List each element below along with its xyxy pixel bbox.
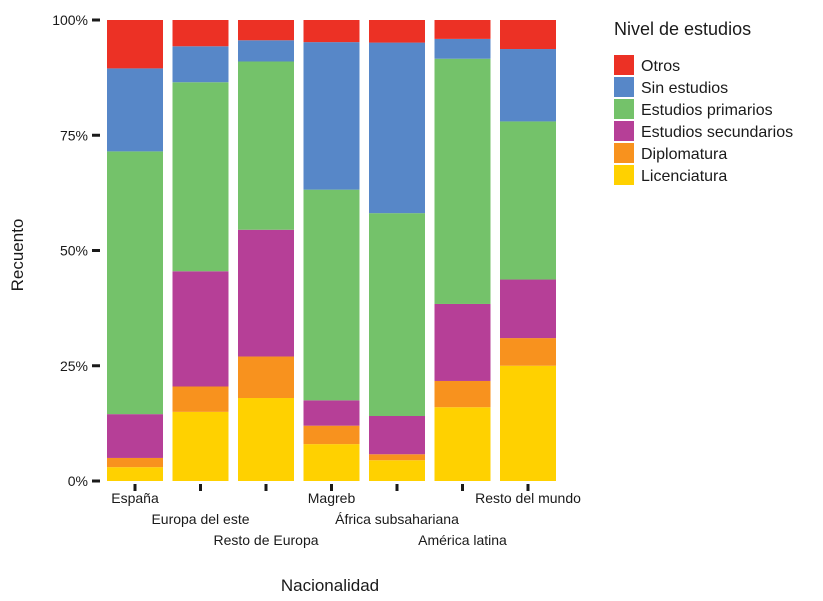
x-tick-label-america-latina: América latina <box>418 532 507 548</box>
bar-segment-europa-del-este-otros <box>172 20 229 47</box>
bar-segment-resto-del-mundo-estudios-primarios <box>500 121 556 280</box>
bar-segment-magreb-diplomatura <box>303 425 360 445</box>
bar-segment-europa-del-este-licenciatura <box>172 411 229 481</box>
y-tick-label: 50% <box>60 243 88 259</box>
y-axis-title: Recuento <box>8 219 27 292</box>
bar-segment-america-latina-estudios-primarios <box>434 58 491 304</box>
legend-label-estudios-secundarios: Estudios secundarios <box>641 124 793 141</box>
y-axis: 0% 25% 50% 75% 100% <box>52 12 100 489</box>
bar-segment-africa-subsahariana-estudios-primarios <box>369 213 425 416</box>
legend-swatch-otros <box>614 55 634 75</box>
bar-segment-resto-del-mundo-sin-estudios <box>500 49 556 122</box>
bar-segment-europa-del-este-sin-estudios <box>172 46 229 83</box>
bar-segment-espana-estudios-primarios <box>107 151 163 415</box>
bars-layer <box>107 20 556 481</box>
x-tick-label-europa-del-este: Europa del este <box>151 511 249 527</box>
legend-swatch-licenciatura <box>614 165 634 185</box>
bar-segment-espana-diplomatura <box>107 457 163 468</box>
bar-segment-europa-del-este-diplomatura <box>172 386 229 412</box>
x-tick-label-africa-subsahariana: África subsahariana <box>335 511 459 527</box>
legend: Nivel de estudios Otros Sin estudios Estud… <box>614 19 793 185</box>
legend-label-sin-estudios: Sin estudios <box>641 80 728 97</box>
bar-segment-africa-subsahariana-licenciatura <box>369 460 425 481</box>
y-tick-label: 0% <box>68 473 88 489</box>
bar-segment-espana-licenciatura <box>107 467 163 481</box>
bar-segment-resto-del-mundo-estudios-secundarios <box>500 279 556 339</box>
x-tick-label-magreb: Magreb <box>308 490 356 506</box>
legend-title: Nivel de estudios <box>614 19 751 39</box>
bar-segment-america-latina-diplomatura <box>434 380 491 408</box>
x-tick-label-resto-de-europa: Resto de Europa <box>213 532 318 548</box>
bar-segment-resto-de-europa-estudios-secundarios <box>238 229 294 357</box>
bar-segment-magreb-estudios-secundarios <box>303 400 360 426</box>
bar-segment-america-latina-licenciatura <box>434 407 491 481</box>
x-axis: España Europa del este Resto de Europa Magr… <box>111 484 581 548</box>
bar-segment-africa-subsahariana-estudios-secundarios <box>369 416 425 455</box>
legend-label-estudios-primarios: Estudios primarios <box>641 102 773 119</box>
bar-segment-europa-del-este-estudios-secundarios <box>172 271 229 387</box>
bar-segment-resto-de-europa-estudios-primarios <box>238 61 294 230</box>
x-axis-title: Nacionalidad <box>281 576 379 595</box>
bar-segment-america-latina-otros <box>434 20 491 39</box>
bar-segment-resto-del-mundo-licenciatura <box>500 365 556 481</box>
legend-swatch-estudios-secundarios <box>614 121 634 141</box>
bar-segment-magreb-estudios-primarios <box>303 189 360 401</box>
bar-segment-resto-de-europa-licenciatura <box>238 398 294 481</box>
legend-swatch-diplomatura <box>614 143 634 163</box>
y-tick-label: 75% <box>60 127 88 143</box>
bar-segment-espana-estudios-secundarios <box>107 414 163 458</box>
y-tick-label: 100% <box>52 12 88 28</box>
legend-label-licenciatura: Licenciatura <box>641 168 727 185</box>
bar-segment-europa-del-este-estudios-primarios <box>172 82 229 272</box>
bar-segment-africa-subsahariana-otros <box>369 20 425 43</box>
legend-label-otros: Otros <box>641 58 680 75</box>
bar-segment-america-latina-estudios-secundarios <box>434 303 491 381</box>
bar-segment-magreb-otros <box>303 20 360 43</box>
bar-segment-resto-de-europa-diplomatura <box>238 356 294 399</box>
x-tick-label-resto-del-mundo: Resto del mundo <box>475 490 581 506</box>
bar-segment-resto-de-europa-sin-estudios <box>238 40 294 62</box>
bar-segment-africa-subsahariana-diplomatura <box>369 454 425 461</box>
bar-segment-resto-del-mundo-diplomatura <box>500 338 556 366</box>
legend-swatch-sin-estudios <box>614 77 634 97</box>
bar-segment-espana-sin-estudios <box>107 68 163 152</box>
bar-segment-magreb-sin-estudios <box>303 42 360 190</box>
bar-segment-america-latina-sin-estudios <box>434 38 491 59</box>
bar-segment-resto-del-mundo-otros <box>500 20 556 50</box>
bar-segment-africa-subsahariana-sin-estudios <box>369 42 425 214</box>
bar-segment-resto-de-europa-otros <box>238 20 294 41</box>
legend-swatch-estudios-primarios <box>614 99 634 119</box>
bar-segment-espana-otros <box>107 20 163 69</box>
legend-label-diplomatura: Diplomatura <box>641 146 727 163</box>
bar-segment-magreb-licenciatura <box>303 444 360 481</box>
x-tick-label-espana: España <box>111 490 159 506</box>
y-tick-label: 25% <box>60 358 88 374</box>
